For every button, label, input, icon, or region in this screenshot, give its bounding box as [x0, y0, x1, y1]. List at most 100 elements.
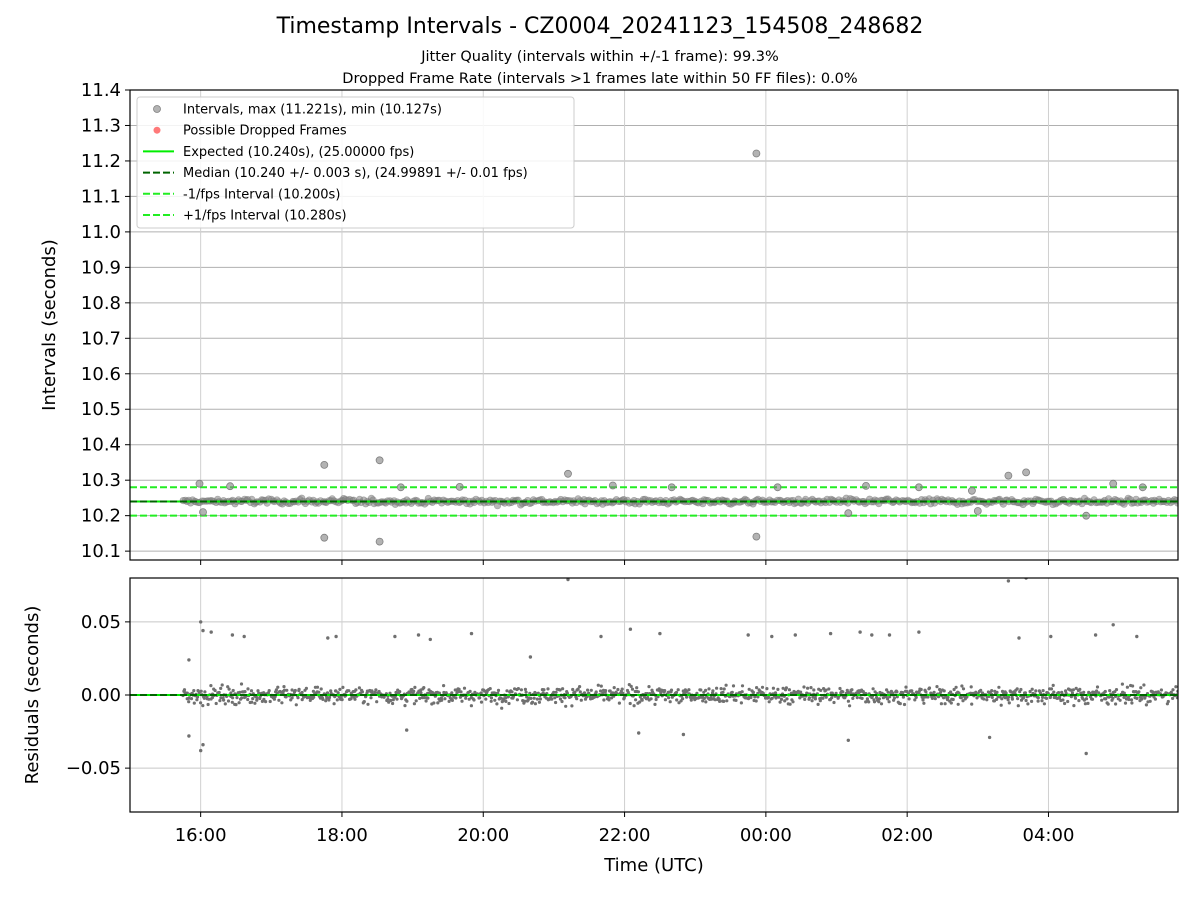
residual-point: [311, 689, 315, 693]
residual-point: [500, 706, 504, 710]
residual-point: [272, 697, 276, 701]
residual-point: [554, 690, 558, 694]
residual-point: [632, 704, 636, 708]
residual-point: [1118, 698, 1122, 702]
residual-point: [317, 690, 321, 694]
residual-y-tick-label: 0.05: [81, 612, 121, 633]
residual-point: [877, 700, 881, 704]
residual-point: [877, 697, 882, 701]
interval-outlier-point: [195, 479, 204, 488]
residual-point: [1049, 687, 1054, 691]
residual-point: [457, 687, 461, 691]
residual-point: [507, 701, 511, 706]
residual-point: [647, 685, 651, 689]
residual-point: [997, 685, 1001, 689]
residual-point: [403, 704, 407, 708]
residual-point: [654, 697, 658, 702]
residual-point: [187, 700, 191, 704]
residual-point: [558, 697, 563, 701]
residual-point: [676, 688, 680, 692]
residual-point: [949, 690, 953, 694]
residual-point: [724, 683, 728, 687]
residual-point: [638, 700, 642, 704]
residual-point: [599, 689, 603, 693]
residual-point: [689, 696, 693, 700]
residual-point: [905, 689, 909, 694]
x-tick-label: 20:00: [457, 825, 509, 846]
residual-point: [462, 686, 467, 690]
residual-point: [1061, 698, 1065, 702]
residual-point: [1044, 696, 1049, 701]
residual-point: [550, 697, 554, 701]
residual-point: [689, 698, 693, 702]
jitter-quality-subtitle: Jitter Quality (intervals within +/-1 fr…: [421, 49, 779, 65]
residual-point: [766, 695, 771, 699]
residual-point: [830, 696, 834, 700]
residual-point: [571, 687, 575, 692]
residual-point: [776, 687, 780, 692]
residual-point: [1135, 696, 1139, 701]
residual-outlier-point: [846, 738, 850, 742]
residual-point: [366, 702, 370, 706]
y-tick-label: 10.4: [81, 435, 121, 456]
residual-outlier-point: [917, 630, 921, 634]
x-tick-label: 18:00: [316, 825, 368, 846]
y-tick-label: 11.2: [81, 151, 121, 172]
residual-point: [982, 697, 986, 701]
interval-outlier-point: [608, 481, 617, 490]
residual-point: [979, 688, 983, 692]
residual-point: [1072, 704, 1076, 708]
residual-point: [1040, 699, 1044, 703]
residual-point: [767, 700, 771, 704]
residual-point: [674, 690, 679, 695]
residual-point: [740, 690, 744, 694]
interval-outlier-point: [1022, 468, 1030, 477]
legend-label: -1/fps Interval (10.200s): [183, 187, 340, 202]
residual-point: [895, 690, 899, 694]
residual-outlier-point: [987, 735, 992, 740]
residual-point: [907, 697, 911, 701]
residual-point: [182, 688, 187, 692]
interval-outlier-point: [226, 482, 235, 491]
residual-point: [459, 690, 463, 694]
residual-point: [262, 697, 266, 701]
residual-point: [389, 698, 393, 703]
legend-label: Intervals, max (11.221s), min (10.127s): [183, 103, 442, 118]
residual-point: [1127, 697, 1131, 702]
residual-point: [196, 695, 200, 699]
residual-point: [629, 684, 633, 689]
residual-point: [949, 701, 953, 705]
residual-point: [510, 690, 514, 694]
residual-point: [530, 700, 535, 704]
residual-point: [872, 700, 877, 704]
residual-point: [251, 697, 255, 701]
interval-outlier-point: [773, 483, 782, 492]
residual-point: [959, 696, 963, 700]
residual-point: [956, 702, 960, 706]
residual-point: [187, 696, 191, 700]
residual-y-tick-label: 0.00: [81, 685, 121, 706]
residual-point: [472, 698, 476, 702]
residual-point: [246, 687, 250, 691]
residual-point: [235, 696, 239, 700]
residual-point: [659, 691, 663, 695]
residual-point: [437, 691, 441, 695]
residual-point: [199, 701, 203, 705]
residual-point: [753, 695, 757, 699]
residual-point: [1010, 697, 1015, 701]
residual-point: [243, 690, 247, 694]
intervals-plot-area: [130, 90, 1178, 560]
residual-point: [802, 685, 806, 689]
residual-point: [901, 691, 905, 695]
residual-point: [824, 688, 828, 692]
residual-point: [784, 686, 789, 690]
residual-points-band: [181, 682, 1178, 710]
residual-point: [1051, 683, 1055, 688]
residual-point: [816, 702, 820, 707]
residual-point: [464, 696, 468, 700]
residual-point: [325, 691, 330, 695]
x-tick-label: 16:00: [175, 825, 227, 846]
residual-point: [290, 696, 294, 700]
residual-point: [730, 690, 734, 694]
residual-point: [553, 696, 557, 700]
